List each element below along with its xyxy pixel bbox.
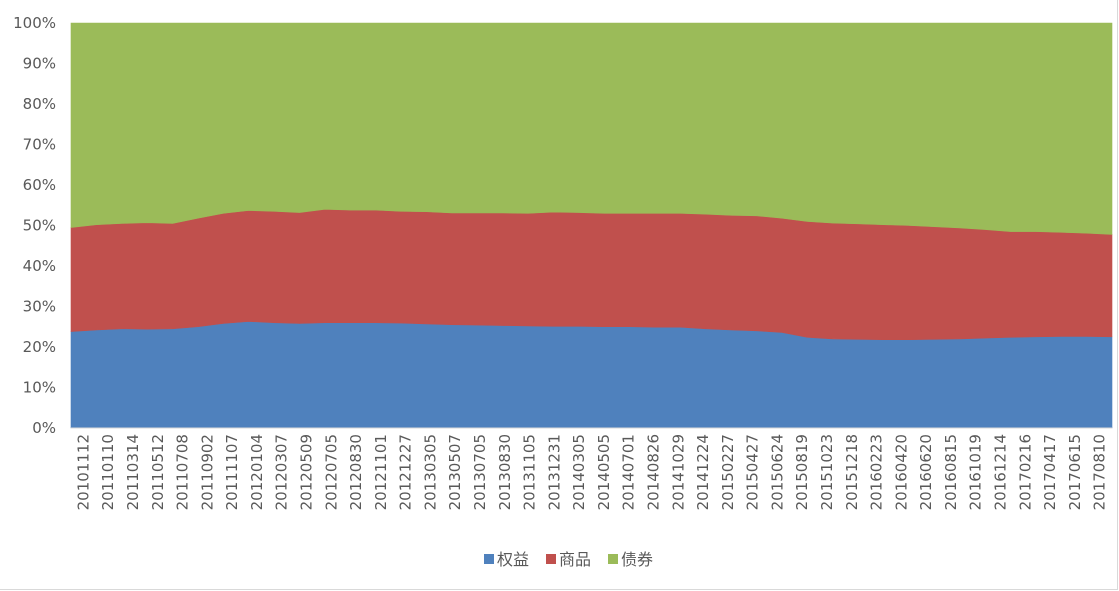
x-tick-label: 20140505 bbox=[595, 434, 613, 510]
y-tick-label: 80% bbox=[23, 95, 56, 113]
x-tick-label: 20120104 bbox=[248, 434, 266, 510]
x-tick-label: 20110314 bbox=[124, 434, 142, 510]
x-tick-label: 20150624 bbox=[768, 434, 786, 510]
x-tick-label: 20151023 bbox=[818, 434, 836, 510]
x-tick-label: 20160420 bbox=[892, 434, 910, 510]
legend-swatch bbox=[608, 554, 618, 564]
legend-swatch bbox=[484, 554, 494, 564]
legend-label: 权益 bbox=[497, 550, 529, 569]
x-tick-label: 20150819 bbox=[793, 434, 811, 510]
x-tick-label: 20170615 bbox=[1066, 434, 1084, 510]
x-tick-label: 20121227 bbox=[397, 434, 415, 510]
x-tick-label: 20110512 bbox=[149, 434, 167, 510]
y-tick-label: 20% bbox=[23, 338, 56, 356]
x-tick-label: 20110708 bbox=[174, 434, 192, 510]
y-tick-label: 30% bbox=[23, 298, 56, 316]
area-series-3 bbox=[70, 22, 1113, 235]
x-tick-label: 20160815 bbox=[942, 434, 960, 510]
x-tick-label: 20121101 bbox=[372, 434, 390, 510]
x-tick-label: 20131105 bbox=[521, 434, 539, 510]
y-tick-label: 60% bbox=[23, 176, 56, 194]
y-tick-label: 90% bbox=[23, 55, 56, 73]
y-tick-label: 0% bbox=[32, 419, 56, 437]
x-tick-label: 20161019 bbox=[967, 434, 985, 510]
x-tick-label: 20160223 bbox=[868, 434, 886, 510]
x-tick-label: 20120830 bbox=[347, 434, 365, 510]
y-tick-label: 70% bbox=[23, 136, 56, 154]
x-tick-label: 20120307 bbox=[273, 434, 291, 510]
x-tick-label: 20170216 bbox=[1016, 434, 1034, 510]
legend-label: 商品 bbox=[559, 550, 591, 569]
y-tick-label: 100% bbox=[13, 14, 56, 32]
x-tick-label: 20150227 bbox=[719, 434, 737, 510]
legend: 权益 商品 债券 bbox=[484, 550, 653, 569]
area-series-2 bbox=[70, 208, 1113, 341]
x-tick-label: 20130705 bbox=[471, 434, 489, 510]
x-tick-label: 20110110 bbox=[99, 434, 117, 510]
x-tick-label: 20120705 bbox=[322, 434, 340, 510]
x-tick-label: 20141224 bbox=[694, 434, 712, 510]
x-tick-label: 20130507 bbox=[446, 434, 464, 510]
x-tick-label: 20170810 bbox=[1091, 434, 1109, 510]
x-tick-label: 20131231 bbox=[545, 434, 563, 510]
y-tick-label: 40% bbox=[23, 257, 56, 275]
legend-swatch bbox=[546, 554, 556, 564]
x-tick-label: 20141029 bbox=[669, 434, 687, 510]
legend-label: 债券 bbox=[621, 550, 653, 569]
x-tick-label: 20140701 bbox=[620, 434, 638, 510]
x-axis: 20101112 20110110 20110314 20110512 20110708… bbox=[71, 427, 1112, 510]
x-tick-label: 20130830 bbox=[496, 434, 514, 510]
x-tick-label: 20111107 bbox=[223, 434, 241, 510]
x-tick-label: 20151218 bbox=[843, 434, 861, 510]
x-tick-label: 20150427 bbox=[744, 434, 762, 510]
x-tick-label: 20110902 bbox=[198, 434, 216, 510]
area-layer bbox=[70, 22, 1113, 429]
x-tick-label: 20170417 bbox=[1041, 434, 1059, 510]
x-tick-label: 20120509 bbox=[297, 434, 315, 510]
x-tick-label: 20160620 bbox=[917, 434, 935, 510]
x-tick-label: 20140305 bbox=[570, 434, 588, 510]
x-tick-label: 20161214 bbox=[991, 434, 1009, 510]
x-tick-label: 20140826 bbox=[644, 434, 662, 510]
x-tick-label: 20130305 bbox=[421, 434, 439, 510]
x-tick-label: 20101112 bbox=[74, 434, 92, 510]
y-axis: 0% 10% 20% 30% 40% 50% 60% 70% 80% 90% 100% bbox=[13, 14, 56, 437]
y-tick-label: 50% bbox=[23, 217, 56, 235]
y-tick-label: 10% bbox=[23, 379, 56, 397]
